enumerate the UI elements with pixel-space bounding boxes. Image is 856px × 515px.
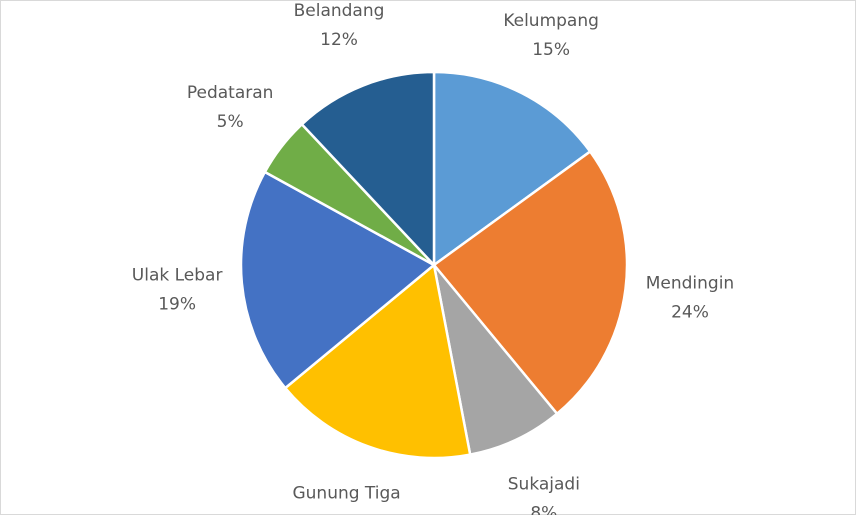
pie-slice <box>432 149 629 416</box>
slice-label: Belandang <box>294 1 385 21</box>
pie-slice <box>300 70 436 269</box>
slice-label: Sukajadi <box>508 474 580 494</box>
slice-value-label: 17% <box>328 513 366 515</box>
slice-value-label: 19% <box>158 294 196 314</box>
slice-label: Pedataran <box>187 83 274 103</box>
slice-value-label: 24% <box>671 302 709 322</box>
slice-label: Mendingin <box>646 273 734 293</box>
slice-value-label: 5% <box>217 112 244 132</box>
pie-slice <box>432 264 559 457</box>
slice-value-label: 15% <box>532 40 570 60</box>
pie-slice <box>283 262 472 460</box>
slice-value-label: 12% <box>320 30 358 50</box>
slice-label: Gunung Tiga <box>292 484 400 504</box>
slice-label: Ulak Lebar <box>132 265 223 285</box>
pie-slice <box>239 170 437 390</box>
slice-label: Kelumpang <box>503 11 599 31</box>
slice-value-label: 8% <box>530 503 557 515</box>
pie-slice <box>432 70 592 268</box>
